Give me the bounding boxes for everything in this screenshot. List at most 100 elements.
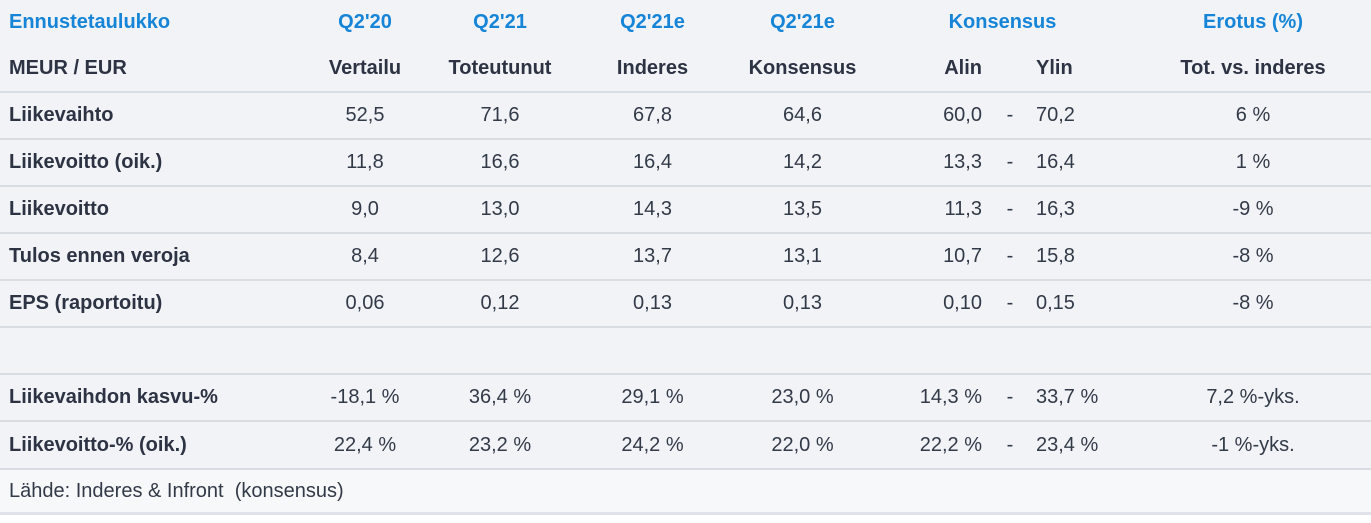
range-dash: -: [1006, 433, 1014, 456]
cell: 29,1 %: [621, 386, 684, 408]
range-dash: -: [1006, 104, 1014, 126]
cell-diff: -9 %: [1232, 198, 1274, 220]
cell: 9,0: [351, 198, 379, 220]
cell-high: 16,3: [1036, 198, 1075, 220]
cell: 0,13: [633, 292, 672, 314]
range-dash: -: [1006, 292, 1014, 314]
range-dash: -: [1006, 198, 1014, 220]
cell: [300, 327, 430, 374]
cell-diff: 6 %: [1235, 104, 1271, 126]
cell: -18,1 %: [330, 386, 400, 408]
cell: 23,2 %: [468, 433, 532, 456]
header-toteutunut: Toteutunut: [448, 56, 552, 79]
header-range-gap: [990, 45, 1030, 92]
cell-high: 0,15: [1036, 292, 1075, 314]
cell: 22,4 %: [333, 433, 397, 456]
cell: 52,5: [345, 104, 385, 126]
cell: 23,0 %: [771, 386, 834, 408]
cell-diff: 1 %: [1235, 151, 1271, 173]
cell: [1030, 327, 1135, 374]
table-row-eps: EPS (raportoitu) 0,06 0,12 0,13 0,13 0,1…: [0, 280, 1371, 327]
cell-low: 22,2 %: [919, 433, 982, 456]
cell: [1135, 327, 1371, 374]
cell: 14,2: [783, 151, 822, 173]
cell-low: 0,10: [943, 292, 982, 314]
header-period-q2-21e-konsensus: Q2'21e: [770, 11, 835, 33]
table-title: Ennustetaulukko: [9, 11, 171, 33]
cell: 64,6: [783, 104, 822, 126]
cell: 13,1: [783, 245, 822, 267]
cell: [990, 327, 1030, 374]
row-label: EPS (raportoitu): [9, 292, 163, 314]
header-tot-vs-inderes: Tot. vs. inderes: [1180, 56, 1326, 79]
table-row-liikevoitto-oik: Liikevoitto (oik.) 11,8 16,6 16,4 14,2 1…: [0, 139, 1371, 186]
cell-high: 70,2: [1036, 104, 1075, 126]
unit-label: MEUR / EUR: [9, 56, 127, 79]
table-row-liikevoitto-pct: Liikevoitto-% (oik.) 22,4 % 23,2 % 24,2 …: [0, 421, 1371, 468]
cell: 0,13: [783, 292, 822, 314]
header-erotus: Erotus (%): [1203, 11, 1303, 33]
cell: 36,4 %: [468, 386, 532, 408]
cell: 12,6: [480, 245, 520, 267]
header-konsensus-range: Konsensus: [948, 11, 1057, 33]
cell-low: 11,3: [944, 198, 982, 220]
cell-low: 10,7: [943, 245, 982, 267]
table-row-liikevaihdon-kasvu: Liikevaihdon kasvu-% -18,1 % 36,4 % 29,1…: [0, 374, 1371, 421]
cell-diff: -1 %-yks.: [1211, 433, 1295, 456]
cell-high: 33,7 %: [1036, 386, 1099, 408]
cell: 24,2 %: [621, 433, 684, 456]
header-period-q2-21e-inderes: Q2'21e: [620, 11, 685, 33]
header-inderes: Inderes: [616, 56, 689, 79]
cell: 16,6: [480, 151, 520, 173]
estimates-table: Ennustetaulukko Q2'20 Q2'21 Q2'21e Q2'21…: [0, 0, 1371, 468]
table-row-liikevoitto: Liikevoitto 9,0 13,0 14,3 13,5 11,3 - 16…: [0, 186, 1371, 233]
range-dash: -: [1006, 245, 1014, 267]
cell-diff: -8 %: [1232, 245, 1274, 267]
table-row-liikevaihto: Liikevaihto 52,5 71,6 67,8 64,6 60,0 - 7…: [0, 92, 1371, 139]
row-label: Liikevaihdon kasvu-%: [9, 386, 218, 408]
range-dash: -: [1006, 151, 1014, 173]
cell: [570, 327, 735, 374]
header-period-q2-20: Q2'20: [338, 11, 392, 33]
cell: 22,0 %: [771, 433, 834, 456]
range-dash: -: [1006, 386, 1014, 408]
row-label: Tulos ennen veroja: [9, 245, 190, 267]
cell: [430, 327, 570, 374]
header-vertailu: Vertailu: [328, 56, 402, 79]
cell: 67,8: [633, 104, 672, 126]
source-note: Lähde: Inderes & Infront (konsensus): [0, 468, 1371, 515]
row-label: Liikevoitto-% (oik.): [9, 433, 187, 456]
cell: 8,4: [351, 245, 379, 267]
cell-high: 16,4: [1036, 151, 1075, 173]
cell-diff: 7,2 %-yks.: [1206, 386, 1300, 408]
row-label: [0, 327, 300, 374]
cell: [870, 327, 990, 374]
row-label: Liikevoitto (oik.): [9, 151, 163, 173]
header-row-periods: Ennustetaulukko Q2'20 Q2'21 Q2'21e Q2'21…: [0, 0, 1371, 45]
table-row-spacer: [0, 327, 1371, 374]
cell: 11,8: [346, 151, 384, 173]
header-row-labels: MEUR / EUR Vertailu Toteutunut Inderes K…: [0, 45, 1371, 92]
cell-low: 14,3 %: [919, 386, 982, 408]
cell: 71,6: [480, 104, 520, 126]
row-label: Liikevaihto: [9, 104, 114, 126]
cell-high: 23,4 %: [1036, 433, 1099, 456]
cell: 13,5: [783, 198, 822, 220]
header-alin: Alin: [944, 56, 982, 79]
cell: 0,06: [345, 292, 385, 314]
cell-low: 13,3: [943, 151, 982, 173]
row-label: Liikevoitto: [9, 198, 110, 220]
header-konsensus: Konsensus: [748, 56, 857, 79]
cell: 13,7: [633, 245, 672, 267]
header-period-q2-21: Q2'21: [473, 11, 527, 33]
cell: [735, 327, 870, 374]
cell-diff: -8 %: [1232, 292, 1274, 314]
cell: 0,12: [480, 292, 520, 314]
header-ylin: Ylin: [1036, 56, 1073, 79]
cell: 16,4: [633, 151, 672, 173]
cell: 13,0: [480, 198, 520, 220]
table-row-tulos-ennen-veroja: Tulos ennen veroja 8,4 12,6 13,7 13,1 10…: [0, 233, 1371, 280]
cell-high: 15,8: [1036, 245, 1075, 267]
cell: 14,3: [633, 198, 672, 220]
